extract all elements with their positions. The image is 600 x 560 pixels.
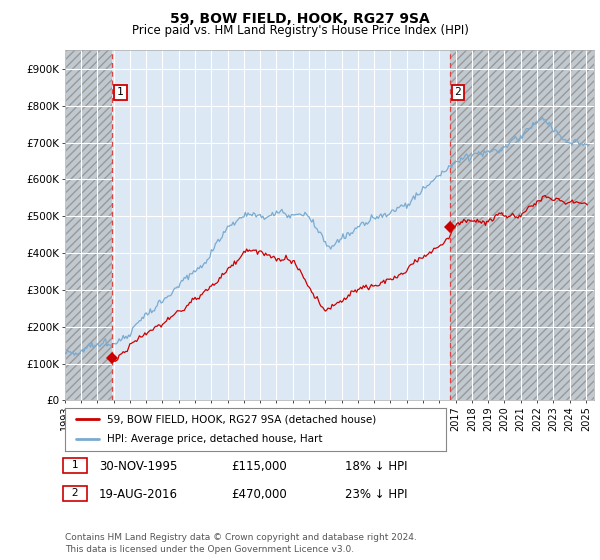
Text: 23% ↓ HPI: 23% ↓ HPI bbox=[345, 488, 407, 501]
Text: 19-AUG-2016: 19-AUG-2016 bbox=[99, 488, 178, 501]
Text: 59, BOW FIELD, HOOK, RG27 9SA: 59, BOW FIELD, HOOK, RG27 9SA bbox=[170, 12, 430, 26]
Text: 18% ↓ HPI: 18% ↓ HPI bbox=[345, 460, 407, 473]
Bar bbox=[451, 50, 595, 400]
Text: HPI: Average price, detached house, Hart: HPI: Average price, detached house, Hart bbox=[107, 434, 322, 444]
Text: Price paid vs. HM Land Registry's House Price Index (HPI): Price paid vs. HM Land Registry's House … bbox=[131, 24, 469, 36]
Text: 30-NOV-1995: 30-NOV-1995 bbox=[99, 460, 178, 473]
Text: £115,000: £115,000 bbox=[231, 460, 287, 473]
Text: 1: 1 bbox=[65, 460, 85, 470]
Text: 59, BOW FIELD, HOOK, RG27 9SA (detached house): 59, BOW FIELD, HOOK, RG27 9SA (detached … bbox=[107, 414, 376, 424]
Text: Contains HM Land Registry data © Crown copyright and database right 2024.
This d: Contains HM Land Registry data © Crown c… bbox=[65, 533, 416, 554]
Text: 1: 1 bbox=[117, 87, 124, 97]
Text: 2: 2 bbox=[65, 488, 85, 498]
Text: 2: 2 bbox=[455, 87, 461, 97]
Text: £470,000: £470,000 bbox=[231, 488, 287, 501]
Bar bbox=[65, 50, 112, 400]
